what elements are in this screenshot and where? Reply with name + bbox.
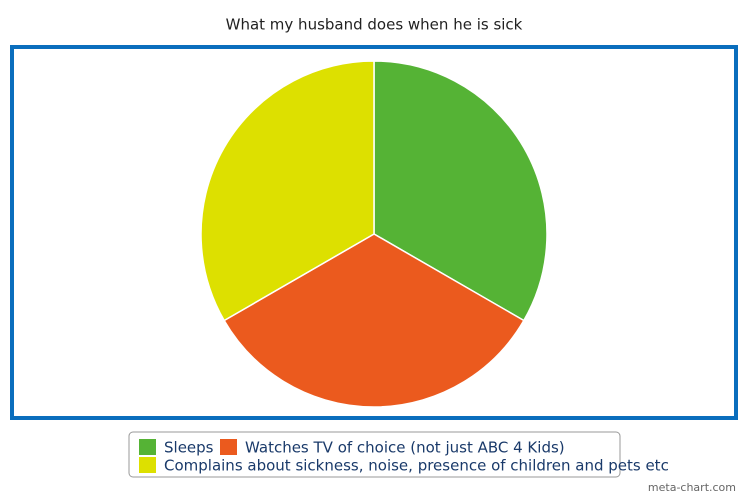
legend-label: Sleeps	[164, 439, 214, 457]
legend-label: Watches TV of choice (not just ABC 4 Kid…	[245, 439, 565, 457]
watermark: meta-chart.com	[648, 481, 736, 494]
pie-slice	[373, 60, 548, 322]
plot-frame	[10, 45, 738, 420]
legend-label: Complains about sickness, noise, presenc…	[164, 457, 669, 475]
legend-swatch	[220, 439, 237, 455]
legend-box	[128, 431, 621, 478]
chart-title: What my husband does when he is sick	[226, 16, 523, 34]
legend-swatch	[139, 439, 156, 455]
pie-slice	[223, 233, 525, 408]
legend-swatch	[139, 457, 156, 473]
pie-slice	[200, 60, 375, 322]
